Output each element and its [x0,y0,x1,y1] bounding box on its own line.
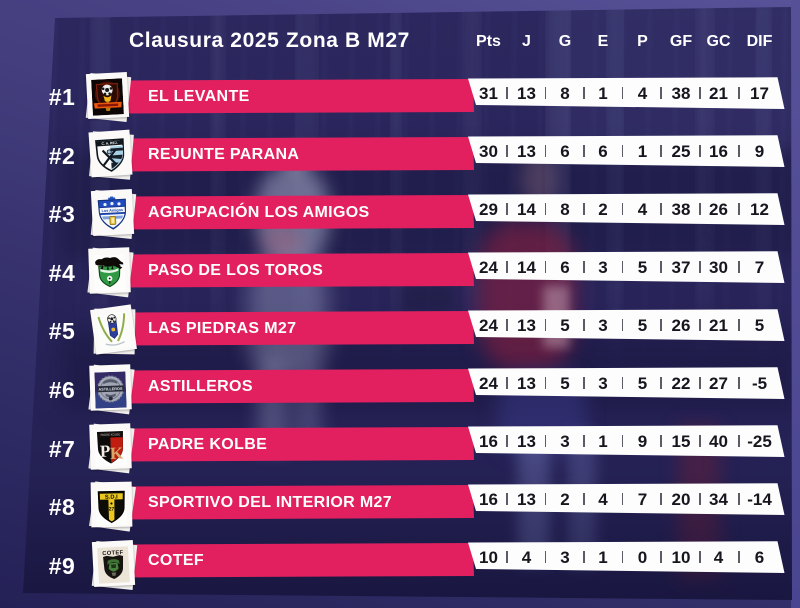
svg-text:C. A. REJ.: C. A. REJ. [101,140,117,145]
svg-text:ASTILLEROS: ASTILLEROS [99,387,124,392]
svg-text:27: 27 [109,506,115,512]
svg-text:PADRE KOLBE: PADRE KOLBE [101,433,121,438]
svg-text:P: P [100,442,111,461]
svg-text:COTEF: COTEF [102,550,124,557]
svg-text:S.D.I: S.D.I [105,494,118,500]
svg-text:K: K [110,444,125,463]
svg-text:Los Amigos: Los Amigos [102,208,124,213]
